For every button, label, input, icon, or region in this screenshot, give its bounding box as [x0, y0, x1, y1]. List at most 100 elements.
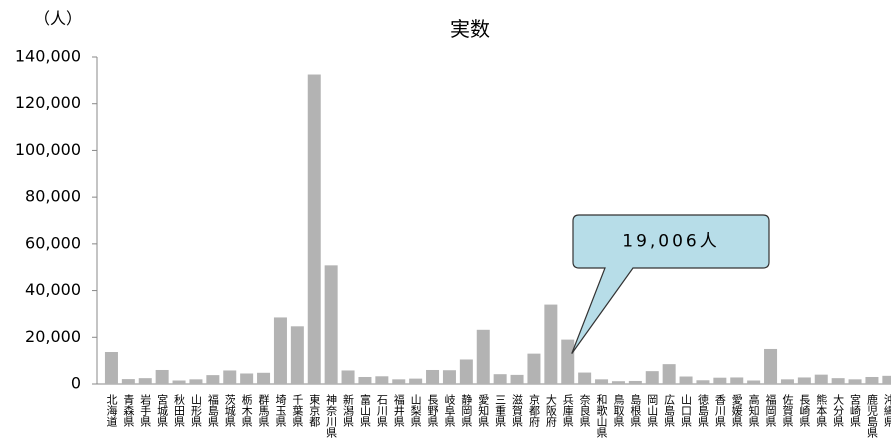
- bar: [747, 380, 761, 384]
- x-tick-label: 兵庫県: [561, 394, 574, 428]
- bar: [104, 352, 118, 384]
- x-tick-label: 岡山県: [646, 394, 659, 428]
- bar: [831, 378, 845, 384]
- y-tick-label: 120,000: [15, 93, 81, 112]
- bar: [848, 379, 862, 384]
- x-tick-label: 熊本県: [815, 393, 828, 428]
- bar: [409, 378, 423, 384]
- bar: [611, 381, 625, 384]
- x-tick-label: 愛知県: [477, 394, 490, 428]
- x-tick-label: 青森県: [122, 394, 135, 428]
- x-tick-label: 山梨県: [409, 394, 422, 428]
- bar: [459, 359, 473, 384]
- y-tick-label: 100,000: [15, 140, 81, 159]
- x-tick-label: 高知県: [747, 393, 760, 428]
- x-tick-label: 静岡県: [460, 393, 473, 428]
- x-tick-label: 沖縄県: [882, 394, 891, 428]
- bar: [341, 370, 355, 384]
- bar: [865, 376, 879, 384]
- bar: [358, 376, 372, 384]
- callout: [571, 214, 770, 354]
- x-tick-label: 石川県: [375, 394, 388, 428]
- y-tick-label: 80,000: [25, 187, 81, 206]
- x-tick-label: 富山県: [358, 393, 371, 428]
- bar: [324, 265, 338, 384]
- bar: [375, 376, 389, 384]
- x-tick-label: 大分県: [832, 393, 845, 428]
- bar: [814, 374, 828, 384]
- x-tick-label: 栃木県: [240, 393, 253, 428]
- bar: [290, 326, 304, 384]
- x-tick-label: 神奈川県: [325, 393, 338, 439]
- bar: [628, 380, 642, 384]
- x-tick-label: 徳島県: [696, 394, 709, 428]
- x-tick-label: 岐阜県: [443, 394, 456, 428]
- bar: [713, 377, 727, 384]
- x-tick-label: 大阪府: [544, 393, 557, 428]
- x-tick-label: 山口県: [680, 394, 693, 428]
- bar: [645, 371, 659, 384]
- x-tick-label: 埼玉県: [274, 393, 287, 428]
- x-tick-label: 奈良県: [578, 393, 591, 428]
- bar: [392, 379, 406, 384]
- x-tick-label: 茨城県: [223, 393, 236, 428]
- bar: [273, 317, 287, 384]
- bar: [544, 304, 558, 384]
- y-tick-label: 60,000: [25, 233, 81, 252]
- bar: [696, 380, 710, 384]
- bar: [223, 370, 237, 384]
- x-tick-label: 新潟県: [342, 393, 355, 428]
- bar: [595, 379, 609, 384]
- x-tick-label: 愛媛県: [730, 394, 743, 428]
- y-tick-label: 0: [71, 374, 81, 393]
- bar: [561, 339, 575, 384]
- x-tick-label: 秋田県: [173, 393, 186, 428]
- y-axis-label: （人）: [34, 9, 82, 28]
- x-tick-label: 千葉県: [291, 394, 304, 428]
- x-tick-label: 群馬県: [257, 393, 270, 428]
- bar: [882, 375, 891, 384]
- bar: [172, 380, 186, 384]
- x-tick-label: 長崎県: [798, 394, 811, 428]
- x-tick-label: 鹿児島県: [865, 393, 878, 439]
- x-tick-label: 福岡県: [764, 393, 777, 428]
- x-tick-label: 鳥取県: [612, 393, 625, 428]
- bar: [476, 329, 490, 384]
- x-tick-label: 香川県: [713, 394, 726, 428]
- bar: [797, 377, 811, 384]
- x-tick-label: 山形県: [189, 394, 202, 428]
- bar: [307, 74, 321, 385]
- x-tick-label: 長野県: [426, 394, 439, 428]
- bar: [426, 369, 440, 384]
- bar: [138, 378, 152, 384]
- x-tick-label: 三重県: [494, 394, 507, 428]
- bar: [730, 377, 744, 384]
- bar: [240, 373, 254, 384]
- bar: [442, 370, 456, 384]
- x-tick-label: 福井県: [392, 393, 405, 428]
- bar: [764, 348, 778, 384]
- x-tick-label: 佐賀県: [781, 393, 794, 428]
- x-tick-label: 京都府: [527, 393, 540, 428]
- x-tick-label: 島根県: [629, 393, 642, 428]
- y-tick-label: 20,000: [25, 327, 81, 346]
- x-tick-label: 滋賀県: [511, 394, 524, 428]
- bar: [510, 374, 524, 384]
- x-tick-label: 広島県: [663, 394, 676, 428]
- bar: [257, 372, 271, 384]
- y-tick-label: 140,000: [15, 47, 81, 66]
- x-tick-label: 福島県: [206, 393, 219, 428]
- bar: [493, 374, 507, 384]
- y-tick-label: 40,000: [25, 280, 81, 299]
- bar: [780, 379, 794, 384]
- bar: [121, 379, 135, 384]
- x-tick-label: 和歌山県: [595, 394, 608, 439]
- bar: [206, 375, 220, 384]
- bar: [662, 364, 676, 384]
- x-tick-label: 東京都: [308, 394, 321, 427]
- callout-text: 19,006人: [622, 232, 719, 252]
- bar: [189, 379, 203, 384]
- chart-title: 実数: [450, 17, 490, 41]
- x-tick-label: 宮崎県: [849, 393, 862, 428]
